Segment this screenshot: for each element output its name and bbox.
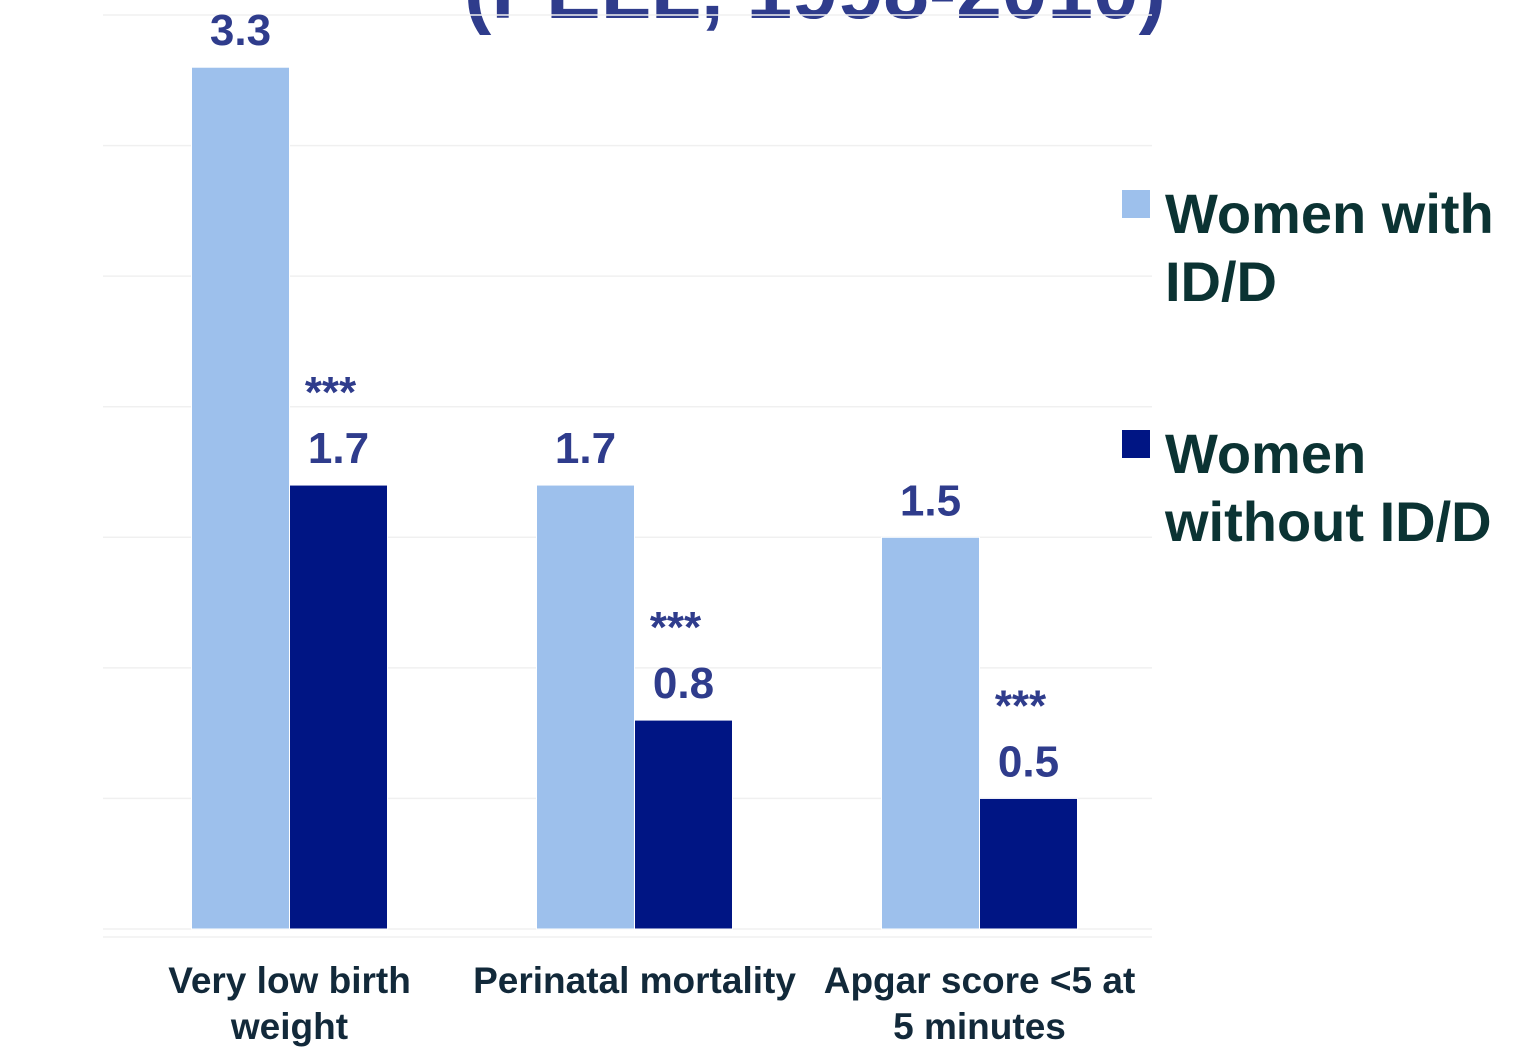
legend-swatch bbox=[1122, 190, 1150, 218]
significance-label: *** bbox=[650, 603, 702, 652]
data-label: 1.5 bbox=[900, 476, 961, 525]
significance-label: *** bbox=[995, 681, 1047, 730]
data-label: 1.7 bbox=[308, 424, 369, 473]
x-tick-label: Perinatal mortality bbox=[473, 960, 796, 1001]
legend-swatch bbox=[1122, 430, 1150, 458]
bar bbox=[979, 797, 1078, 930]
x-tick-label: Very low birth weight bbox=[168, 960, 411, 1047]
data-label: 0.5 bbox=[998, 737, 1059, 786]
data-label: 0.8 bbox=[653, 659, 714, 708]
data-label: 1.7 bbox=[555, 424, 616, 473]
bar bbox=[536, 484, 635, 930]
significance-label: *** bbox=[305, 368, 357, 417]
bar bbox=[881, 536, 980, 930]
bar bbox=[191, 66, 290, 930]
bar bbox=[289, 484, 388, 930]
legend-label: Women with ID/D bbox=[1165, 182, 1494, 313]
bar bbox=[634, 719, 733, 930]
data-label: 3.3 bbox=[210, 6, 271, 55]
x-tick-label: Apgar score <5 at 5 minutes bbox=[823, 960, 1136, 1047]
chart-title: (PELL, 1998-2010) bbox=[464, 0, 1166, 36]
legend-label: Women without ID/D bbox=[1165, 422, 1492, 553]
